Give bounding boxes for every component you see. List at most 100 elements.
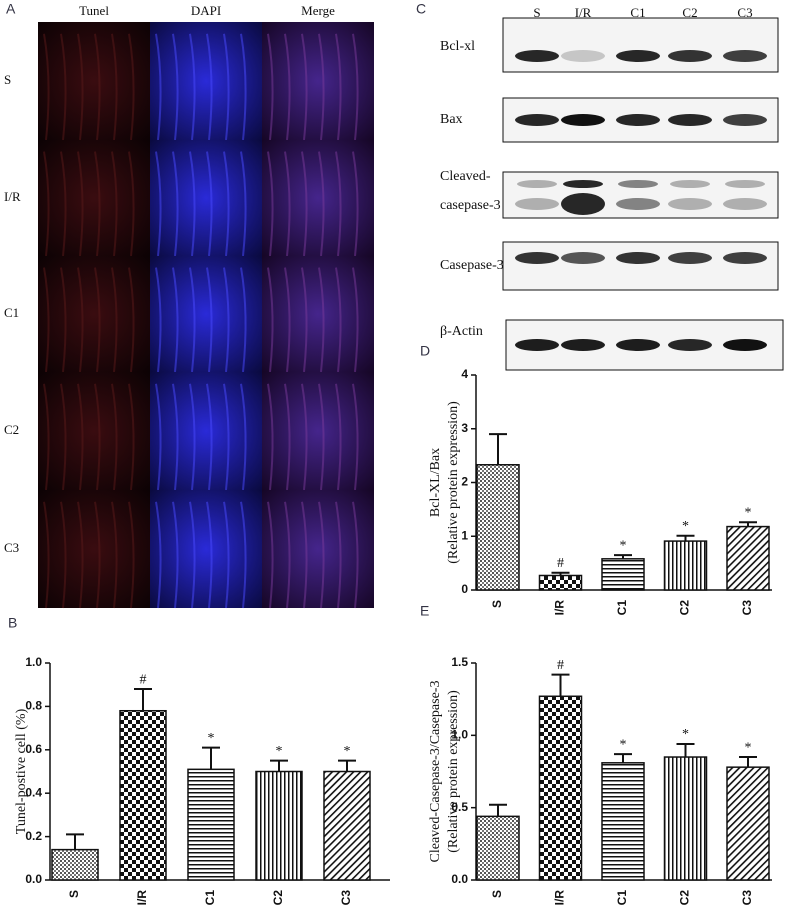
column-header: Merge (301, 3, 335, 18)
tissue-texture (77, 33, 84, 141)
error-bar (739, 756, 757, 768)
lane-label: C1 (630, 5, 645, 20)
tissue-texture (318, 151, 325, 257)
lane-label: C2 (682, 5, 697, 20)
tissue-texture (43, 33, 50, 141)
significance-marker: * (745, 740, 752, 755)
y-axis-label: Cleaved-Casepase-3/Casepase-3 (428, 681, 443, 863)
micrograph (150, 372, 262, 490)
significance-marker: * (208, 731, 215, 746)
tissue-texture (111, 501, 118, 609)
y-axis-label: Tunel-postive cell (%) (14, 708, 29, 834)
bar (601, 762, 645, 881)
tissue-texture (128, 151, 135, 257)
tissue-texture (223, 267, 230, 373)
protein-band (561, 50, 605, 62)
tissue-texture (172, 383, 179, 491)
y-tick-label: 0.2 (25, 829, 42, 843)
x-tick-label: S (490, 890, 504, 898)
tissue-texture (155, 383, 162, 491)
tissue-texture (189, 267, 196, 373)
row-label: I/R (4, 189, 21, 204)
protein-band (616, 114, 660, 126)
row-label: C2 (4, 422, 19, 437)
tissue-texture (77, 501, 84, 609)
blot-frame (502, 241, 779, 291)
y-axis-label: Bcl-XL/Bax (428, 448, 443, 517)
significance-marker: * (682, 519, 689, 534)
protein-band (563, 180, 603, 188)
y-axis-label: (Relative protein expression) (446, 401, 461, 564)
protein-band (616, 339, 660, 351)
tissue-texture (189, 383, 196, 491)
tissue-texture (318, 501, 325, 609)
tissue-texture (223, 383, 230, 491)
tissue-texture (223, 501, 230, 609)
y-tick-label: 1 (461, 528, 468, 542)
x-tick-label: C3 (339, 890, 353, 906)
tissue-texture (335, 383, 342, 491)
lane-label: I/R (575, 5, 592, 20)
row-label: C1 (4, 305, 19, 320)
x-tick-label: C1 (203, 890, 217, 906)
micrograph (150, 256, 262, 372)
error-bar (614, 753, 632, 763)
tissue-texture (128, 383, 135, 491)
micrograph (150, 22, 262, 140)
protein-label: Bax (440, 112, 463, 127)
protein-band (515, 198, 559, 210)
tissue-texture (267, 267, 274, 373)
micrograph (150, 490, 262, 608)
significance-marker: * (620, 737, 627, 752)
tissue-texture (301, 267, 308, 373)
micrograph (150, 140, 262, 256)
protein-band (616, 252, 660, 264)
y-tick-label: 0.6 (25, 742, 42, 756)
significance-marker: * (620, 538, 627, 553)
protein-band (723, 339, 767, 351)
y-tick-label: 1.0 (25, 655, 42, 669)
protein-band (561, 252, 605, 264)
tissue-texture (301, 151, 308, 257)
x-tick-label: C2 (678, 600, 692, 616)
x-tick-label: C3 (740, 600, 754, 616)
tissue-texture (284, 33, 291, 141)
error-bar (134, 688, 152, 711)
tissue-texture (335, 501, 342, 609)
bar (323, 770, 371, 881)
bar (538, 574, 583, 591)
tissue-texture (111, 267, 118, 373)
error-bar (489, 803, 507, 817)
tissue-texture (128, 33, 135, 141)
tissue-texture (155, 501, 162, 609)
bar (51, 848, 99, 881)
tissue-texture (318, 33, 325, 141)
tissue-texture (335, 151, 342, 257)
y-tick-label: 3 (461, 421, 468, 435)
tissue-texture (352, 383, 359, 491)
micrograph (38, 140, 150, 256)
tissue-texture (111, 151, 118, 257)
protein-band (668, 339, 712, 351)
bar (663, 756, 708, 881)
tissue-texture (43, 383, 50, 491)
tissue-texture (284, 267, 291, 373)
x-tick-label: C2 (678, 890, 692, 906)
tissue-texture (240, 383, 247, 491)
y-axis-label: (Relative protein expression) (446, 690, 461, 853)
tissue-texture (301, 383, 308, 491)
bar (538, 695, 583, 881)
protein-band (515, 50, 559, 62)
error-bar (676, 534, 695, 542)
tissue-texture (240, 33, 247, 141)
protein-label: β-Actin (440, 324, 483, 339)
tissue-texture (60, 383, 67, 491)
tissue-texture (335, 267, 342, 373)
protein-band (561, 114, 605, 126)
tissue-texture (128, 267, 135, 373)
bar (476, 464, 520, 591)
tissue-texture (94, 151, 101, 257)
error-bar (489, 433, 507, 465)
tissue-texture (77, 267, 84, 373)
